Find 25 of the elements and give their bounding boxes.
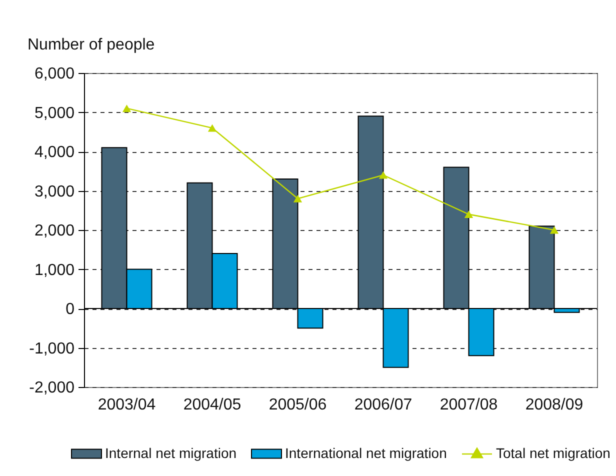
y-tick-label: -2,000 (29, 380, 75, 396)
point (293, 194, 302, 202)
point (550, 226, 559, 234)
legend-label: Total net migration (496, 445, 610, 461)
point (378, 171, 388, 179)
y-tick-label: 3,000 (34, 183, 75, 200)
x-tick-label: 2003/04 (98, 396, 156, 414)
legend-label: International net migration (285, 444, 447, 461)
point (122, 104, 132, 112)
x-tick-label: 2006/07 (354, 396, 412, 414)
y-tick-label: 5,000 (34, 104, 75, 122)
y-tick-label: 1,000 (34, 262, 75, 279)
x-tick-label: 2007/08 (440, 396, 498, 414)
x-tick-label: 2008/09 (525, 396, 584, 414)
point (208, 124, 217, 132)
legend-label: Internal net migration (105, 444, 237, 461)
y-tick-label: 2,000 (34, 222, 75, 240)
y-tick-label: 4,000 (34, 144, 75, 161)
y-tick-label: 0 (66, 301, 75, 318)
y-axis-title: Number of people (28, 36, 155, 54)
y-tick-label: -1,000 (29, 340, 75, 358)
x-tick-label: 2005/06 (268, 396, 327, 414)
y-tick-label: 6,000 (34, 66, 75, 82)
point (464, 210, 474, 218)
x-tick-label: 2004/05 (183, 396, 242, 414)
